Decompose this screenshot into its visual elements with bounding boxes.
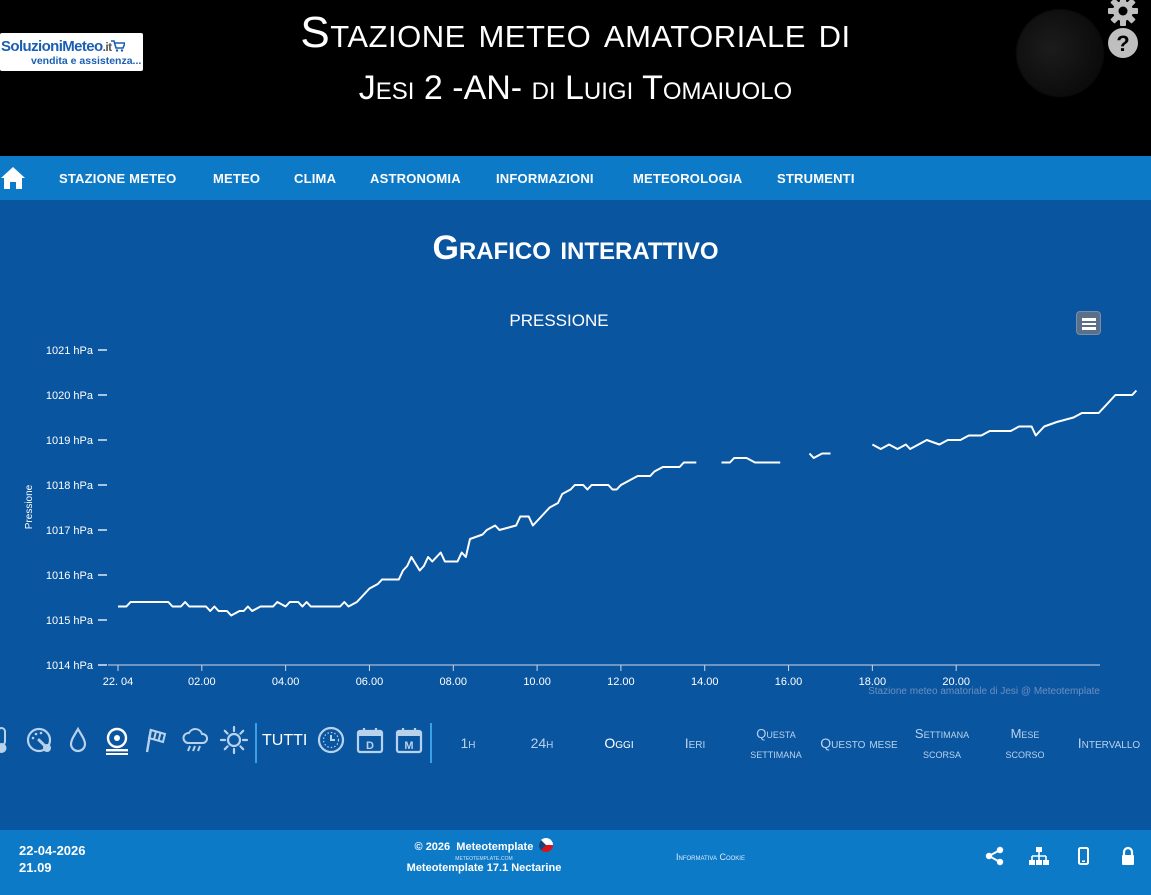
footer-date: 22-04-2026 xyxy=(19,843,86,858)
x-tick-label: 22. 04 xyxy=(103,676,134,688)
copyright-brand[interactable]: Meteotemplate xyxy=(456,841,534,853)
range-24h-button[interactable]: 24h xyxy=(530,735,554,751)
nav-item-meteo[interactable]: METEO xyxy=(213,171,261,186)
site-subtitle: Jesi 2 -AN- di Luigi Tomaiuolo xyxy=(358,69,793,107)
thermometer-icon[interactable] xyxy=(0,725,16,755)
chart-credits[interactable]: Stazione meteo amatoriale di Jesi @ Mete… xyxy=(868,686,1100,697)
nav-item-clima[interactable]: CLIMA xyxy=(294,171,337,186)
clock-icon[interactable] xyxy=(316,725,346,755)
mobile-icon[interactable] xyxy=(1073,846,1093,866)
range-this-month-button[interactable]: Questo mese xyxy=(820,735,898,751)
pressure-series-line xyxy=(808,452,831,459)
barometer-icon[interactable] xyxy=(24,725,54,755)
range-this-week-button[interactable]: Questa settimana xyxy=(750,726,802,761)
logo-tagline: vendita e assistenza... xyxy=(31,55,142,67)
range-today-button[interactable]: Oggi xyxy=(604,735,634,751)
pressure-series-line xyxy=(118,461,697,617)
y-axis-title: Pressione xyxy=(24,484,35,529)
pressure-series-line xyxy=(871,389,1138,450)
cart-icon xyxy=(111,40,127,52)
y-tick-label: 1019 hPa xyxy=(46,435,94,447)
x-tick-label: 12.00 xyxy=(607,676,635,688)
footer-version: Meteotemplate 17.1 Nectarine xyxy=(406,862,562,874)
cookie-policy-link[interactable]: Informativa Cookie xyxy=(676,852,745,862)
nav-item-informazioni[interactable]: INFORMAZIONI xyxy=(496,171,594,186)
toolbar-divider xyxy=(430,723,432,763)
humidity-drop-icon[interactable] xyxy=(63,725,93,755)
help-icon[interactable]: ? xyxy=(1106,26,1140,60)
y-tick-label: 1020 hPa xyxy=(46,390,94,402)
svg-text:?: ? xyxy=(1116,31,1129,56)
lock-icon[interactable] xyxy=(1118,846,1138,866)
y-tick-label: 1017 hPa xyxy=(46,525,94,537)
day-calendar-icon[interactable]: D xyxy=(355,725,385,755)
x-tick-label: 20.00 xyxy=(942,676,970,688)
y-tick-label: 1014 hPa xyxy=(46,660,94,672)
logo-brand-part1: Soluzioni xyxy=(1,38,63,55)
nav-item-astronomia[interactable]: ASTRONOMIA xyxy=(370,171,461,186)
x-tick-label: 16.00 xyxy=(775,676,803,688)
site-title: Stazione meteo amatoriale di xyxy=(300,8,851,57)
logo-brand-part2: Meteo xyxy=(62,38,103,55)
x-tick-label: 04.00 xyxy=(272,676,300,688)
sitemap-icon[interactable] xyxy=(1029,846,1049,866)
footer: 22-04-2026 21.09 © 2026 Meteotemplate me… xyxy=(0,830,1151,895)
x-tick-label: 18.00 xyxy=(859,676,887,688)
header: SoluzioniMeteo.it vendita e assistenza..… xyxy=(0,0,1151,156)
chart-menu-button[interactable] xyxy=(1076,311,1101,335)
x-tick-label: 02.00 xyxy=(188,676,216,688)
soluzionimeteo-logo[interactable]: SoluzioniMeteo.it vendita e assistenza..… xyxy=(0,33,143,71)
share-icon[interactable] xyxy=(985,846,1005,866)
day-calendar-letter: D xyxy=(366,740,374,752)
home-icon[interactable] xyxy=(0,165,26,191)
wind-icon[interactable] xyxy=(141,725,171,755)
nav-item-meteorologia[interactable]: METEOROLOGIA xyxy=(633,171,743,186)
range-last-week-button[interactable]: Settimana scorsa xyxy=(914,726,970,761)
month-calendar-letter: M xyxy=(404,740,413,752)
sun-icon[interactable] xyxy=(219,725,249,755)
y-tick-label: 1021 hPa xyxy=(46,345,94,357)
rain-cloud-icon[interactable] xyxy=(180,725,210,755)
copyright-year: © 2026 xyxy=(414,841,451,853)
pressure-series-line xyxy=(721,457,781,464)
range-interval-button[interactable]: Intervallo xyxy=(1077,735,1141,751)
y-tick-label: 1018 hPa xyxy=(46,480,94,492)
footer-site-link[interactable]: meteotemplate.com xyxy=(455,855,513,862)
y-tick-label: 1016 hPa xyxy=(46,570,94,582)
range-yesterday-button[interactable]: Ieri xyxy=(684,735,706,751)
page-title: Grafico interattivo xyxy=(432,229,719,267)
x-tick-label: 06.00 xyxy=(356,676,384,688)
x-tick-label: 14.00 xyxy=(691,676,719,688)
range-1h-button[interactable]: 1h xyxy=(460,735,476,751)
all-sensors-button[interactable]: TUTTI xyxy=(262,732,308,749)
chart-title: PRESSIONE xyxy=(509,311,609,330)
x-tick-label: 08.00 xyxy=(440,676,468,688)
nav-item-strumenti[interactable]: STRUMENTI xyxy=(777,171,855,186)
nav-item-stazione-meteo[interactable]: STAZIONE METEO xyxy=(59,171,177,186)
range-last-month-button[interactable]: Mese scorso xyxy=(1005,726,1045,761)
footer-time: 21.09 xyxy=(19,860,52,875)
moon-icon[interactable] xyxy=(1017,10,1103,96)
x-tick-label: 10.00 xyxy=(523,676,551,688)
pressure-gauge-icon[interactable] xyxy=(102,725,132,755)
czech-flag-icon xyxy=(539,838,554,852)
gear-icon[interactable] xyxy=(1106,0,1140,28)
main-nav: STAZIONE METEO METEO CLIMA ASTRONOMIA IN… xyxy=(0,156,1151,200)
month-calendar-icon[interactable]: M xyxy=(394,725,424,755)
y-tick-label: 1015 hPa xyxy=(46,615,94,627)
pressure-chart[interactable]: 1014 hPa 1015 hPa 1016 hPa 1017 hPa 1018 hPa… xyxy=(0,300,1151,690)
toolbar-divider xyxy=(255,723,257,763)
footer-copyright: © 2026 Meteotemplate meteotemplate.com M… xyxy=(400,838,568,874)
logo-brand-tld: .it xyxy=(102,40,112,54)
